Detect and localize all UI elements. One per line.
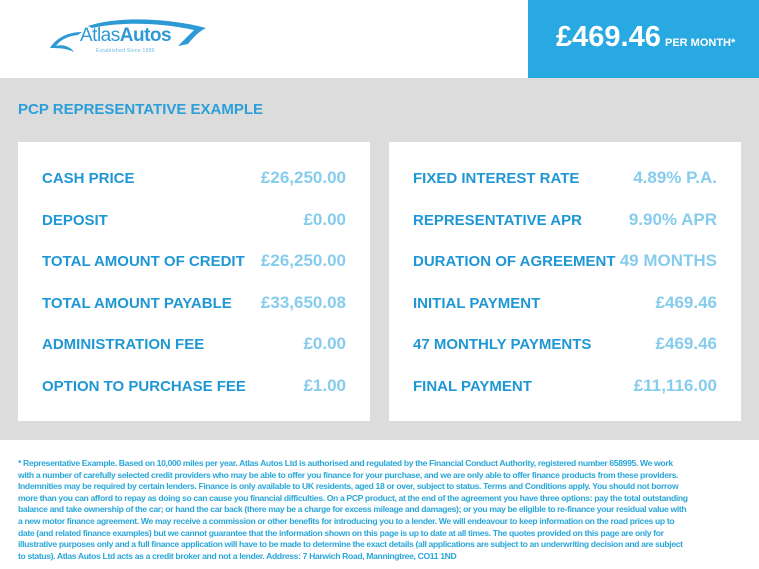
finance-row: ADMINISTRATION FEE £0.00	[42, 334, 346, 376]
finance-label: CASH PRICE	[42, 170, 135, 187]
finance-label: REPRESENTATIVE APR	[413, 211, 582, 229]
finance-row: REPRESENTATIVE APR 9.90% APR	[413, 210, 717, 252]
header: AtlasAutos Established Since 1989 £469.4…	[0, 0, 759, 78]
finance-label: DURATION OF AGREEMENT	[413, 253, 616, 270]
finance-label: ADMINISTRATION FEE	[42, 336, 205, 353]
finance-value: £469.46	[655, 292, 717, 312]
finance-row: DURATION OF AGREEMENT 49 MONTHS	[413, 251, 717, 293]
disclaimer: * Representative Example. Based on 10,00…	[18, 458, 688, 561]
finance-value: £0.00	[303, 209, 346, 229]
finance-label: OPTION TO PURCHASE FEE	[42, 377, 246, 395]
finance-value: £26,250.00	[260, 168, 346, 187]
finance-row: CASH PRICE £26,250.00	[42, 168, 346, 210]
car-swoosh-icon	[50, 19, 206, 52]
finance-value: £1.00	[303, 375, 346, 395]
finance-label: FINAL PAYMENT	[413, 377, 532, 395]
finance-label: FIXED INTEREST RATE	[413, 170, 580, 187]
brand-name: AtlasAutos	[80, 25, 172, 46]
monthly-price: £469.46	[556, 21, 661, 53]
finance-row: TOTAL AMOUNT OF CREDIT £26,250.00	[42, 251, 346, 293]
finance-row: DEPOSIT £0.00	[42, 210, 346, 252]
finance-value: £33,650.08	[260, 292, 346, 312]
finance-value: 49 MONTHS	[619, 251, 717, 270]
finance-row: TOTAL AMOUNT PAYABLE £33,650.08	[42, 293, 346, 335]
finance-label: TOTAL AMOUNT OF CREDIT	[42, 253, 245, 270]
finance-value: £469.46	[655, 334, 717, 353]
finance-row: INITIAL PAYMENT £469.46	[413, 293, 717, 335]
finance-label: 47 MONTHLY PAYMENTS	[413, 336, 592, 353]
pcp-section: PCP REPRESENTATIVE EXAMPLE CASH PRICE £26…	[0, 78, 759, 440]
finance-row: 47 MONTHLY PAYMENTS £469.46	[413, 334, 717, 376]
finance-label: INITIAL PAYMENT	[413, 294, 541, 312]
brand-tagline: Established Since 1989	[96, 48, 155, 54]
right-panel: FIXED INTEREST RATE 4.89% P.A. REPRESENTAT…	[389, 142, 741, 421]
finance-value: £26,250.00	[260, 251, 346, 270]
finance-label: TOTAL AMOUNT PAYABLE	[42, 294, 232, 312]
left-panel: CASH PRICE £26,250.00 DEPOSIT £0.00 TOTAL AM…	[18, 142, 370, 421]
finance-row: FINAL PAYMENT £11,116.00	[413, 376, 717, 418]
finance-row: FIXED INTEREST RATE 4.89% P.A.	[413, 168, 717, 210]
finance-row: OPTION TO PURCHASE FEE £1.00	[42, 376, 346, 418]
atlas-autos-logo[interactable]: AtlasAutos Established Since 1989	[48, 18, 210, 60]
monthly-price-box: £469.46 PER MONTH*	[528, 0, 759, 78]
finance-value: 9.90% APR	[628, 209, 717, 229]
finance-value: £0.00	[303, 334, 346, 353]
section-title: PCP REPRESENTATIVE EXAMPLE	[18, 101, 264, 118]
finance-value: £11,116.00	[633, 375, 717, 395]
per-month-label: PER MONTH*	[665, 37, 736, 49]
finance-value: 4.89% P.A.	[633, 168, 717, 187]
finance-label: DEPOSIT	[42, 211, 108, 229]
